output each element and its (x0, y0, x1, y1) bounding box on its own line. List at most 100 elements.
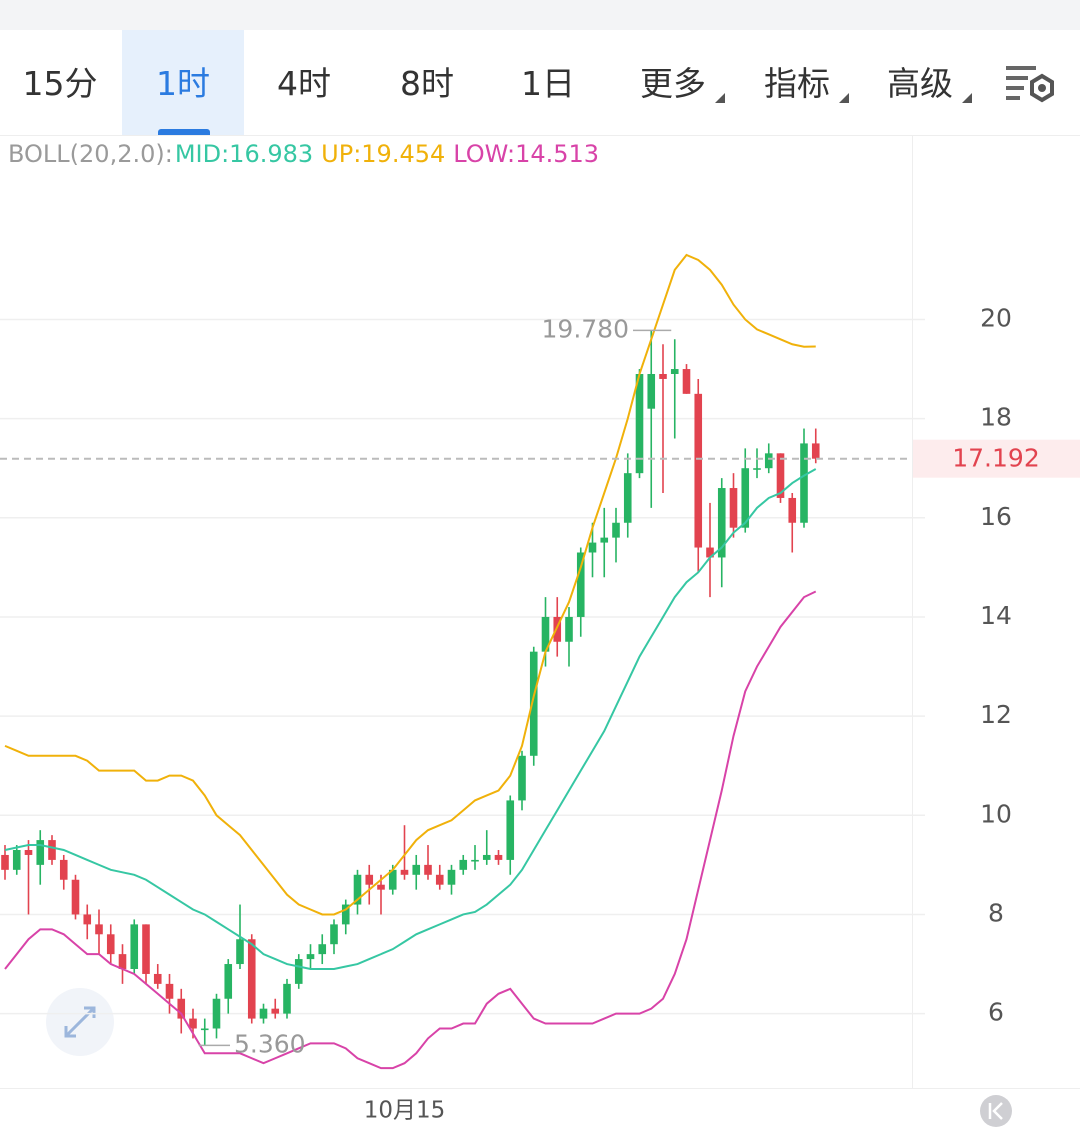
candle-body (318, 944, 327, 955)
last-price-label: 17.192 (952, 444, 1039, 473)
candle-body (788, 497, 797, 523)
candle-body (553, 616, 562, 642)
candle-body (647, 374, 656, 409)
candle-body (682, 369, 691, 394)
candle-body (224, 964, 233, 999)
candle-body (741, 468, 750, 528)
candle-body (412, 864, 421, 875)
dropdown-arrow (839, 93, 849, 103)
candle-body (106, 934, 115, 955)
last-price-box (913, 439, 1080, 478)
y-tick-label: 18 (980, 403, 1012, 432)
candle-body (588, 542, 597, 553)
candle-body (811, 443, 820, 459)
tab[interactable]: 15分 (22, 64, 98, 103)
candle-body (729, 488, 738, 528)
candle-body (48, 840, 56, 860)
settings-icon[interactable] (1006, 66, 1054, 103)
candle-body (165, 983, 174, 999)
low-label: 5.360 (234, 1029, 306, 1058)
candle-body (130, 924, 139, 969)
candle-body (623, 473, 632, 523)
candle-body (447, 869, 456, 885)
candle-body (518, 755, 526, 801)
y-tick-label: 10 (980, 799, 1012, 828)
y-tick-label: 12 (980, 700, 1012, 729)
candle-body (71, 879, 80, 915)
tab[interactable]: 8时 (400, 64, 454, 103)
tab[interactable]: 1时 (122, 30, 244, 135)
candle-body (694, 393, 703, 548)
legend-entry: LOW:14.513 (453, 140, 599, 168)
tab[interactable]: 指标 (764, 64, 830, 103)
candle-body (541, 616, 550, 652)
candle-body (177, 998, 186, 1019)
candle-body (635, 374, 644, 474)
y-tick-label: 14 (980, 601, 1012, 630)
candle-body (306, 954, 315, 960)
candle-body (271, 1008, 280, 1014)
candle-body (236, 939, 244, 965)
tab-bar: 15分 1时 4时 8时 1日 更多 指标 高级 (0, 30, 1080, 136)
tab[interactable]: 1日 (521, 64, 575, 103)
candle-body (506, 800, 515, 860)
legend-entry: MID:16.983 (175, 140, 313, 168)
candle-body (95, 924, 103, 935)
candle-body (153, 973, 162, 984)
candle-body (377, 884, 385, 890)
candle-body (341, 904, 350, 925)
candle-body (424, 864, 432, 875)
expand-button[interactable] (46, 988, 114, 1056)
candle-body (576, 552, 585, 617)
candle-body (494, 854, 503, 860)
candle-body (459, 859, 468, 870)
candle-body (118, 954, 127, 969)
tab[interactable]: 高级 (887, 64, 953, 103)
y-tick-label: 6 (988, 998, 1004, 1027)
candle-body (259, 1008, 268, 1019)
candle-body (776, 453, 785, 498)
candle-body (189, 1018, 197, 1029)
candle-body (365, 874, 374, 885)
candle-body (482, 854, 491, 860)
boll-line (4, 253, 816, 916)
candle-body (800, 443, 808, 523)
candle-body (353, 874, 362, 905)
candle-body (753, 468, 761, 470)
candle-body (247, 939, 256, 1019)
axis-border (0, 1088, 1080, 1089)
candle-body (659, 374, 667, 379)
candle-body (764, 453, 773, 469)
candle-body (400, 869, 409, 875)
candle-body (717, 488, 726, 558)
boll-line (4, 468, 817, 970)
candle-body (388, 869, 397, 890)
candle-body (200, 1028, 209, 1031)
legend: BOLL(20,2.0):MID:16.983 UP:19.454 LOW:14.5… (8, 140, 599, 168)
candle-body (435, 874, 444, 885)
x-tick-label: 10月15 (364, 1098, 446, 1124)
scroll-end-button[interactable] (980, 1095, 1012, 1127)
candle-body (529, 651, 538, 756)
candle-body (565, 616, 573, 642)
candle-body (59, 859, 68, 880)
y-tick-label: 8 (988, 898, 1004, 927)
plot-border (912, 136, 913, 1088)
status-strip (0, 0, 1080, 30)
legend-entry: UP:19.454 (321, 140, 445, 168)
candle-body (612, 522, 620, 538)
candle-body (283, 983, 291, 1014)
candle-body (142, 924, 150, 974)
candle-body (471, 859, 479, 862)
candle-body (36, 840, 45, 865)
dropdown-arrow (715, 93, 725, 103)
y-tick-label: 20 (980, 303, 1012, 332)
tab[interactable]: 4时 (277, 64, 331, 103)
candle-body (12, 850, 21, 870)
high-label: 19.780 (542, 314, 629, 343)
candle-body (212, 998, 221, 1029)
tab[interactable]: 更多 (640, 64, 706, 103)
candle-body (330, 924, 338, 945)
